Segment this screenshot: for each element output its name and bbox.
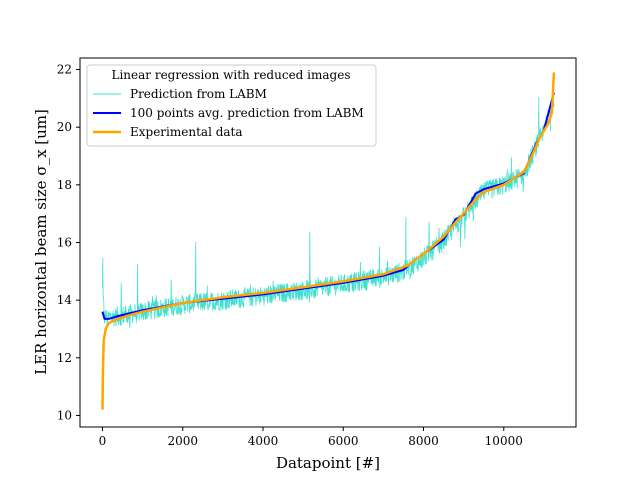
legend-label-prediction: Prediction from LABM bbox=[130, 87, 267, 101]
x-tick-label: 10000 bbox=[485, 434, 523, 448]
legend-label-experimental: Experimental data bbox=[130, 125, 243, 139]
x-tick-label: 0 bbox=[99, 434, 107, 448]
x-axis: 0 2000 4000 6000 8000 10000 bbox=[99, 427, 523, 448]
y-axis-label: LER horizontal beam size σ_x [um] bbox=[32, 109, 50, 375]
y-tick-label: 14 bbox=[57, 293, 73, 307]
series-experimental-line bbox=[101, 72, 556, 410]
y-tick-label: 12 bbox=[57, 351, 72, 365]
x-axis-label: Datapoint [#] bbox=[276, 454, 380, 472]
y-tick-label: 16 bbox=[57, 236, 72, 250]
legend-box bbox=[86, 64, 377, 147]
y-axis: 10 12 14 16 18 20 22 bbox=[57, 63, 80, 422]
series-layer bbox=[101, 72, 556, 410]
y-tick-label: 20 bbox=[57, 120, 72, 134]
y-tick-label: 22 bbox=[57, 63, 72, 77]
legend-title: Linear regression with reduced images bbox=[112, 68, 351, 82]
y-tick-label: 18 bbox=[57, 178, 72, 192]
x-tick-label: 4000 bbox=[248, 434, 279, 448]
y-tick-label: 10 bbox=[57, 408, 72, 422]
legend-label-avg: 100 points avg. prediction from LABM bbox=[130, 106, 364, 120]
x-tick-label: 8000 bbox=[408, 434, 439, 448]
x-tick-label: 6000 bbox=[328, 434, 359, 448]
legend: Linear regression with reduced images Pr… bbox=[86, 64, 377, 147]
x-tick-label: 2000 bbox=[167, 434, 198, 448]
